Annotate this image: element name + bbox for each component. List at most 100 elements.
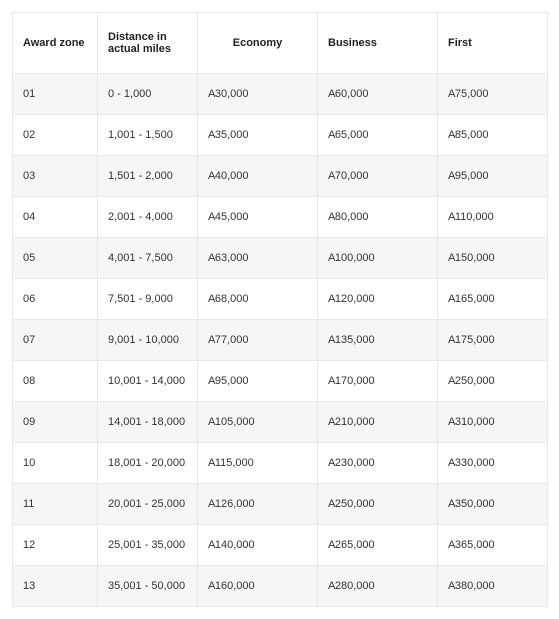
points-value: 115,000 (215, 457, 254, 469)
points-prefix-icon: A (448, 129, 455, 141)
cell-first: A380,000 (438, 566, 548, 607)
cell-business: A210,000 (318, 402, 438, 443)
table-row: 031,501 - 2,000A40,000A70,000A95,000 (13, 156, 548, 197)
points-value: 160,000 (215, 580, 255, 592)
points-prefix-icon: A (208, 580, 215, 592)
cell-first: A150,000 (438, 238, 548, 279)
points-prefix-icon: A (448, 252, 455, 264)
cell-business: A65,000 (318, 115, 438, 156)
table-row: 0914,001 - 18,000A105,000A210,000A310,00… (13, 402, 548, 443)
cell-distance: 4,001 - 7,500 (98, 238, 198, 279)
points-value: 175,000 (455, 334, 495, 346)
points-value: 100,000 (335, 252, 375, 264)
header-distance: Distance in actual miles (98, 13, 198, 74)
points-prefix-icon: A (328, 457, 335, 469)
points-value: 80,000 (335, 211, 369, 223)
points-value: 95,000 (215, 375, 249, 387)
cell-economy: A160,000 (198, 566, 318, 607)
points-prefix-icon: A (328, 375, 335, 387)
points-prefix-icon: A (208, 375, 215, 387)
cell-economy: A105,000 (198, 402, 318, 443)
cell-zone: 07 (13, 320, 98, 361)
cell-first: A350,000 (438, 484, 548, 525)
points-prefix-icon: A (208, 539, 215, 551)
cell-distance: 25,001 - 35,000 (98, 525, 198, 566)
cell-business: A80,000 (318, 197, 438, 238)
cell-zone: 02 (13, 115, 98, 156)
header-economy: Economy (198, 13, 318, 74)
cell-first: A75,000 (438, 74, 548, 115)
points-value: 35,000 (215, 129, 249, 141)
award-chart-body: 010 - 1,000A30,000A60,000A75,000021,001 … (13, 74, 548, 607)
points-value: 230,000 (335, 457, 375, 469)
points-value: 40,000 (215, 170, 249, 182)
points-prefix-icon: A (448, 334, 455, 346)
points-prefix-icon: A (448, 293, 455, 305)
cell-business: A120,000 (318, 279, 438, 320)
header-award-zone: Award zone (13, 13, 98, 74)
points-prefix-icon: A (208, 293, 215, 305)
cell-business: A265,000 (318, 525, 438, 566)
points-value: 265,000 (335, 539, 375, 551)
points-prefix-icon: A (328, 252, 335, 264)
points-value: 310,000 (455, 416, 495, 428)
header-first: First (438, 13, 548, 74)
cell-distance: 10,001 - 14,000 (98, 361, 198, 402)
table-row: 079,001 - 10,000A77,000A135,000A175,000 (13, 320, 548, 361)
cell-business: A100,000 (318, 238, 438, 279)
points-prefix-icon: A (328, 334, 335, 346)
points-value: 250,000 (455, 375, 495, 387)
points-value: 365,000 (455, 539, 495, 551)
points-value: 105,000 (215, 416, 255, 428)
points-prefix-icon: A (448, 580, 455, 592)
points-prefix-icon: A (208, 170, 215, 182)
points-prefix-icon: A (328, 170, 335, 182)
cell-business: A170,000 (318, 361, 438, 402)
points-prefix-icon: A (328, 211, 335, 223)
points-value: 150,000 (455, 252, 495, 264)
cell-first: A250,000 (438, 361, 548, 402)
points-value: 170,000 (335, 375, 375, 387)
points-value: 280,000 (335, 580, 375, 592)
points-prefix-icon: A (448, 498, 455, 510)
cell-first: A85,000 (438, 115, 548, 156)
cell-business: A250,000 (318, 484, 438, 525)
cell-zone: 06 (13, 279, 98, 320)
table-row: 042,001 - 4,000A45,000A80,000A110,000 (13, 197, 548, 238)
cell-distance: 20,001 - 25,000 (98, 484, 198, 525)
points-prefix-icon: A (448, 375, 455, 387)
points-value: 30,000 (215, 88, 249, 100)
table-row: 1335,001 - 50,000A160,000A280,000A380,00… (13, 566, 548, 607)
cell-zone: 08 (13, 361, 98, 402)
cell-distance: 9,001 - 10,000 (98, 320, 198, 361)
cell-zone: 10 (13, 443, 98, 484)
cell-distance: 0 - 1,000 (98, 74, 198, 115)
cell-first: A175,000 (438, 320, 548, 361)
cell-economy: A126,000 (198, 484, 318, 525)
points-value: 45,000 (215, 211, 249, 223)
points-prefix-icon: A (448, 457, 455, 469)
points-prefix-icon: A (448, 539, 455, 551)
points-value: 68,000 (215, 293, 249, 305)
points-prefix-icon: A (328, 498, 335, 510)
cell-distance: 1,501 - 2,000 (98, 156, 198, 197)
table-row: 0810,001 - 14,000A95,000A170,000A250,000 (13, 361, 548, 402)
cell-first: A330,000 (438, 443, 548, 484)
cell-business: A230,000 (318, 443, 438, 484)
points-prefix-icon: A (208, 88, 215, 100)
header-row: Award zone Distance in actual miles Econ… (13, 13, 548, 74)
cell-economy: A95,000 (198, 361, 318, 402)
points-value: 330,000 (455, 457, 495, 469)
cell-economy: A115,000 (198, 443, 318, 484)
points-prefix-icon: A (448, 88, 455, 100)
points-prefix-icon: A (328, 293, 335, 305)
table-row: 1018,001 - 20,000A115,000A230,000A330,00… (13, 443, 548, 484)
cell-first: A110,000 (438, 197, 548, 238)
table-row: 067,501 - 9,000A68,000A120,000A165,000 (13, 279, 548, 320)
points-value: 75,000 (455, 88, 489, 100)
table-row: 054,001 - 7,500A63,000A100,000A150,000 (13, 238, 548, 279)
cell-zone: 04 (13, 197, 98, 238)
cell-zone: 09 (13, 402, 98, 443)
cell-business: A280,000 (318, 566, 438, 607)
points-value: 95,000 (455, 170, 489, 182)
